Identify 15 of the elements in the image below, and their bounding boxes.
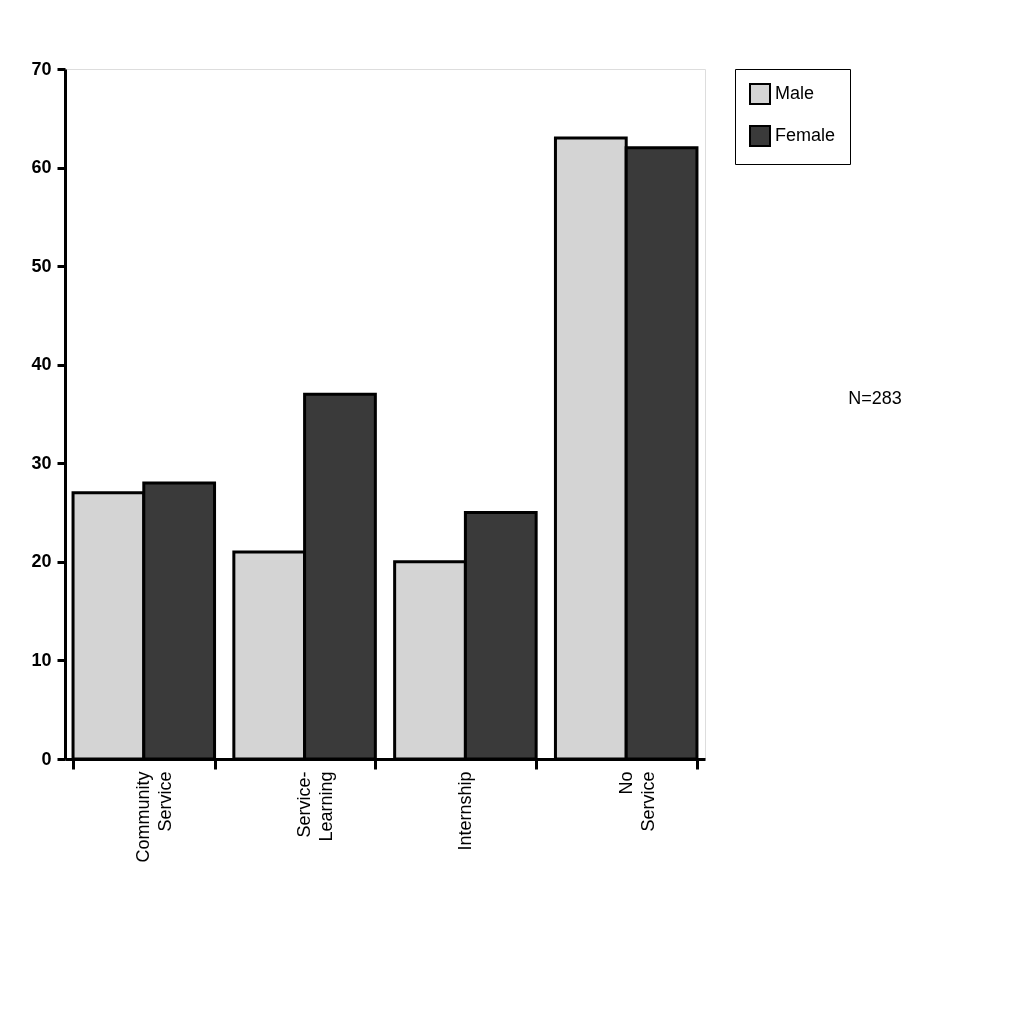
legend-label: Female [775, 125, 836, 145]
x-tick-label: Internship [454, 771, 475, 851]
x-tick-label: Community Service [133, 771, 176, 863]
x-tick-label: Service-Learning [294, 771, 337, 842]
legend-label: Male [775, 83, 815, 103]
y-tick-label: 30 [31, 452, 52, 473]
y-tick-label: 50 [31, 255, 52, 276]
y-tick-label: 70 [31, 58, 52, 79]
y-tick-label: 20 [31, 551, 52, 572]
x-tick-label: No Service [615, 771, 658, 832]
y-tick-label: 0 [41, 748, 52, 769]
y-tick-label: 60 [31, 157, 52, 178]
y-tick-label: 10 [31, 649, 52, 670]
y-tick-label: 40 [31, 354, 52, 375]
text: N=283 [848, 388, 902, 408]
